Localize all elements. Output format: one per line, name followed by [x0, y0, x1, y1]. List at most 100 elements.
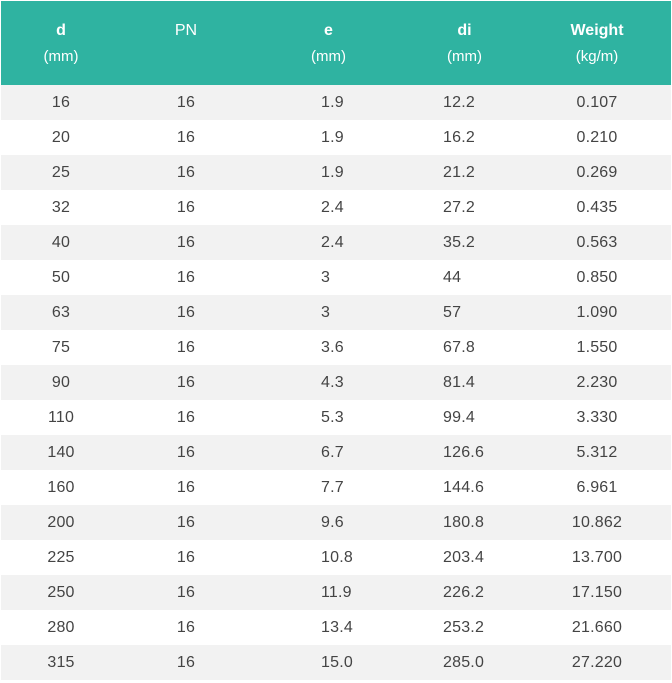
table-row: 63 16 3 57 1.090	[1, 295, 671, 330]
cell-weight: 5.312	[576, 443, 618, 461]
cell-d: 75	[51, 338, 71, 356]
cell-pn: 16	[176, 373, 196, 391]
header-di-title: di	[457, 22, 472, 39]
table-row: 140 16 6.7 126.6 5.312	[1, 435, 671, 470]
cell-e: 1.9	[321, 93, 344, 111]
cell-di: 21.2	[443, 163, 475, 181]
cell-weight: 0.563	[576, 233, 618, 251]
cell-di: 285.0	[443, 653, 485, 671]
cell-e: 10.8	[321, 548, 353, 566]
cell-weight: 0.210	[576, 128, 618, 146]
table-row: 200 16 9.6 180.8 10.862	[1, 505, 671, 540]
cell-pn: 16	[176, 478, 196, 496]
cell-weight: 27.220	[571, 653, 623, 671]
cell-di: 126.6	[443, 443, 485, 461]
header-d: d (mm)	[1, 1, 121, 70]
header-e-unit: (mm)	[311, 48, 346, 65]
table-row: 225 16 10.8 203.4 13.700	[1, 540, 671, 575]
cell-weight: 13.700	[571, 548, 623, 566]
header-pn-title: PN	[174, 22, 198, 39]
header-di: di (mm)	[406, 1, 523, 70]
cell-e: 11.9	[321, 583, 352, 601]
cell-d: 160	[47, 478, 75, 496]
cell-e: 1.9	[321, 128, 344, 146]
table-row: 40 16 2.4 35.2 0.563	[1, 225, 671, 260]
table-row: 315 16 15.0 285.0 27.220	[1, 645, 671, 680]
cell-e: 6.7	[321, 443, 344, 461]
cell-di: 99.4	[443, 408, 475, 426]
cell-di: 67.8	[443, 338, 475, 356]
cell-d: 25	[51, 163, 71, 181]
table-row: 20 16 1.9 16.2 0.210	[1, 120, 671, 155]
cell-pn: 16	[176, 618, 196, 636]
cell-d: 16	[51, 93, 71, 111]
cell-d: 110	[47, 408, 75, 426]
table-row: 32 16 2.4 27.2 0.435	[1, 190, 671, 225]
cell-pn: 16	[176, 653, 196, 671]
cell-e: 5.3	[321, 408, 344, 426]
table-row: 160 16 7.7 144.6 6.961	[1, 470, 671, 505]
cell-di: 81.4	[443, 373, 475, 391]
cell-di: 44	[443, 268, 462, 286]
cell-e: 13.4	[321, 618, 353, 636]
cell-weight: 1.090	[576, 303, 618, 321]
cell-d: 140	[47, 443, 75, 461]
table-row: 250 16 11.9 226.2 17.150	[1, 575, 671, 610]
cell-di: 203.4	[443, 548, 485, 566]
cell-di: 27.2	[443, 198, 475, 216]
cell-d: 63	[51, 303, 71, 321]
cell-di: 226.2	[443, 583, 485, 601]
cell-di: 35.2	[443, 233, 475, 251]
cell-weight: 0.850	[576, 268, 618, 286]
cell-pn: 16	[176, 443, 196, 461]
cell-pn: 16	[176, 163, 196, 181]
cell-e: 3	[321, 303, 331, 321]
cell-weight: 21.660	[571, 618, 623, 636]
table-body: 16 16 1.9 12.2 0.107 20 16 1.9 16.2 0.210 25 16 1.9 2…	[1, 85, 671, 680]
cell-di: 12.2	[443, 93, 475, 111]
table-row: 280 16 13.4 253.2 21.660	[1, 610, 671, 645]
cell-d: 315	[47, 653, 75, 671]
cell-e: 7.7	[321, 478, 344, 496]
cell-weight: 0.107	[576, 93, 618, 111]
cell-weight: 1.550	[576, 338, 618, 356]
cell-weight: 10.862	[571, 513, 623, 531]
cell-e: 2.4	[321, 233, 344, 251]
cell-e: 1.9	[321, 163, 344, 181]
cell-pn: 16	[176, 303, 196, 321]
cell-weight: 0.269	[576, 163, 618, 181]
table-row: 75 16 3.6 67.8 1.550	[1, 330, 671, 365]
header-di-unit: (mm)	[447, 48, 482, 65]
cell-weight: 0.435	[576, 198, 618, 216]
header-e-title: e	[324, 22, 333, 39]
cell-weight: 6.961	[576, 478, 618, 496]
cell-e: 4.3	[321, 373, 344, 391]
cell-pn: 16	[176, 408, 196, 426]
cell-d: 20	[51, 128, 71, 146]
cell-e: 9.6	[321, 513, 344, 531]
cell-d: 50	[51, 268, 71, 286]
cell-pn: 16	[176, 198, 196, 216]
cell-e: 3	[321, 268, 331, 286]
cell-weight: 3.330	[576, 408, 618, 426]
cell-pn: 16	[176, 268, 196, 286]
cell-pn: 16	[176, 548, 196, 566]
cell-d: 200	[47, 513, 75, 531]
table-row: 110 16 5.3 99.4 3.330	[1, 400, 671, 435]
cell-di: 253.2	[443, 618, 485, 636]
cell-pn: 16	[176, 513, 196, 531]
header-weight: Weight (kg/m)	[523, 1, 671, 70]
cell-di: 16.2	[443, 128, 475, 146]
header-e: e (mm)	[251, 1, 406, 70]
header-d-title: d	[56, 22, 66, 39]
table-row: 25 16 1.9 21.2 0.269	[1, 155, 671, 190]
cell-pn: 16	[176, 583, 196, 601]
cell-di: 57	[443, 303, 462, 321]
table-row: 90 16 4.3 81.4 2.230	[1, 365, 671, 400]
cell-weight: 2.230	[576, 373, 618, 391]
table-row: 50 16 3 44 0.850	[1, 260, 671, 295]
cell-d: 280	[47, 618, 75, 636]
cell-pn: 16	[176, 233, 196, 251]
cell-d: 225	[47, 548, 75, 566]
cell-d: 90	[51, 373, 71, 391]
